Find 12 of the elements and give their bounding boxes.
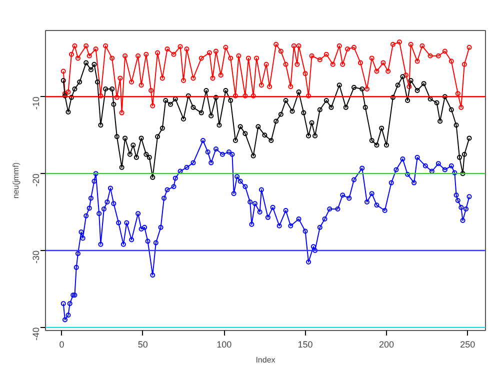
y-axis-title: neu(jmmf): [12, 162, 20, 198]
x-tick-label: 0: [59, 340, 64, 350]
y-tick-label: -20: [31, 174, 41, 187]
y-tick-label: -30: [31, 250, 41, 264]
x-axis-title: Index: [256, 356, 276, 364]
y-tick-label: -40: [31, 327, 41, 340]
x-tick-label: 100: [216, 340, 232, 350]
x-tick-label: 250: [460, 340, 476, 350]
x-tick-label: 50: [138, 340, 148, 350]
x-tick-label: 200: [378, 340, 394, 350]
x-tick-label: 150: [298, 340, 313, 350]
y-tick-label: -10: [31, 96, 41, 110]
